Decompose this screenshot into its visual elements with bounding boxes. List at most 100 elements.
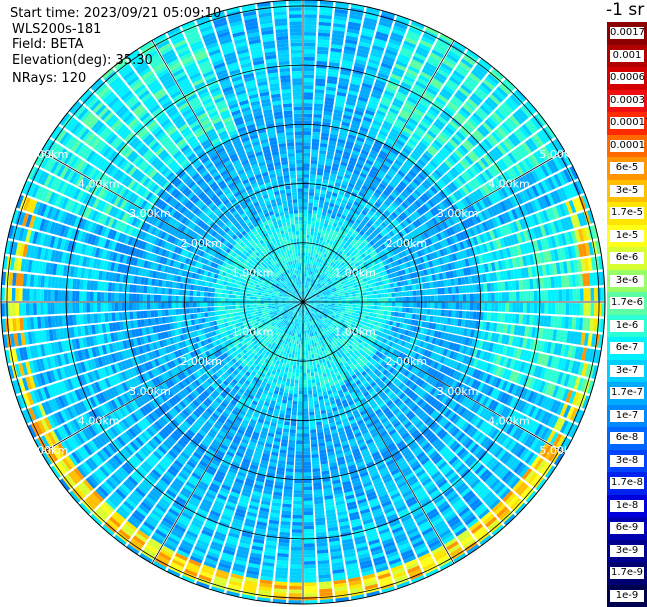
range-bin (475, 393, 484, 403)
range-bin (527, 390, 535, 403)
range-bin (490, 428, 500, 440)
range-bin (455, 405, 464, 415)
range-bin (491, 376, 499, 387)
range-bin (292, 397, 298, 402)
range-bin (361, 325, 366, 330)
range-bin (292, 400, 298, 405)
range-bin (576, 410, 585, 424)
range-bin (472, 348, 478, 358)
range-bin (304, 596, 318, 601)
range-bin (338, 304, 343, 306)
range-bin (455, 310, 460, 318)
range-bin (229, 313, 234, 318)
range-bin (548, 384, 557, 397)
range-bin (446, 387, 454, 397)
range-bin (316, 305, 321, 307)
range-bin (312, 389, 318, 394)
range-bin (309, 408, 315, 412)
range-bin (545, 383, 553, 396)
range-bin (305, 304, 309, 307)
range-bin (387, 335, 393, 341)
range-bin (309, 304, 314, 306)
range-bin (444, 397, 452, 406)
range-bin (498, 367, 506, 378)
range-bin (394, 338, 400, 344)
range-bin (483, 312, 488, 321)
range-bin (540, 411, 550, 424)
range-bin (308, 400, 314, 405)
range-bin (200, 307, 205, 313)
range-bin (435, 391, 443, 400)
range-bin (394, 307, 399, 312)
range-bin (496, 323, 501, 333)
range-bin (354, 313, 359, 317)
range-bin (377, 346, 383, 353)
range-bin (395, 322, 401, 328)
range-bin (462, 345, 468, 355)
range-bin (425, 343, 432, 350)
range-bin (361, 314, 366, 319)
range-bin (314, 499, 324, 505)
range-bin (455, 343, 461, 352)
range-bin (306, 333, 309, 338)
range-bin (284, 485, 293, 491)
range-bin (304, 568, 317, 573)
range-bin (295, 376, 299, 381)
range-bin (294, 386, 299, 391)
range-bin (553, 343, 560, 355)
range-bin (264, 307, 269, 310)
range-bin (420, 302, 424, 308)
range-bin (520, 325, 526, 337)
range-bin (154, 310, 159, 318)
range-bin (288, 393, 293, 398)
range-bin (577, 347, 584, 360)
range-bin (436, 316, 441, 324)
range-bin (303, 475, 312, 480)
range-bin (297, 355, 300, 359)
range-bin (292, 525, 303, 530)
range-bin (504, 335, 510, 345)
range-bin (392, 355, 399, 362)
range-bin (500, 406, 509, 417)
range-bin (313, 482, 322, 487)
range-bin (556, 371, 564, 385)
range-bin (345, 318, 350, 323)
range-bin (352, 318, 357, 323)
range-bin (286, 457, 295, 462)
range-bin (483, 385, 491, 395)
range-bin (557, 357, 564, 370)
range-bin (291, 411, 297, 416)
range-bin (331, 303, 335, 306)
range-bin (251, 315, 256, 319)
range-bin (389, 347, 395, 354)
range-bin (334, 307, 339, 310)
range-bin (340, 327, 345, 332)
range-bin (421, 381, 428, 390)
range-bin (441, 395, 449, 404)
range-bin (380, 323, 386, 329)
range-bin (544, 302, 549, 314)
range-bin (289, 364, 293, 369)
range-bin (285, 352, 290, 357)
range-bin (407, 357, 414, 364)
range-bin (522, 314, 527, 325)
range-bin (451, 310, 456, 318)
range-bin (303, 419, 309, 423)
range-bin (294, 379, 299, 384)
range-bin (529, 314, 534, 326)
range-bin (419, 371, 426, 379)
range-bin (309, 340, 312, 345)
range-bin (314, 410, 321, 416)
range-bin (291, 543, 303, 548)
range-bin (443, 317, 448, 325)
range-bin (393, 316, 398, 322)
range-bin (260, 306, 265, 309)
range-bin (309, 303, 314, 306)
range-bin (418, 333, 423, 340)
range-bin (260, 308, 265, 311)
range-bin (239, 305, 243, 309)
range-bin (382, 338, 388, 344)
range-bin (215, 315, 220, 321)
range-bin (371, 343, 377, 349)
range-bin (284, 388, 289, 394)
